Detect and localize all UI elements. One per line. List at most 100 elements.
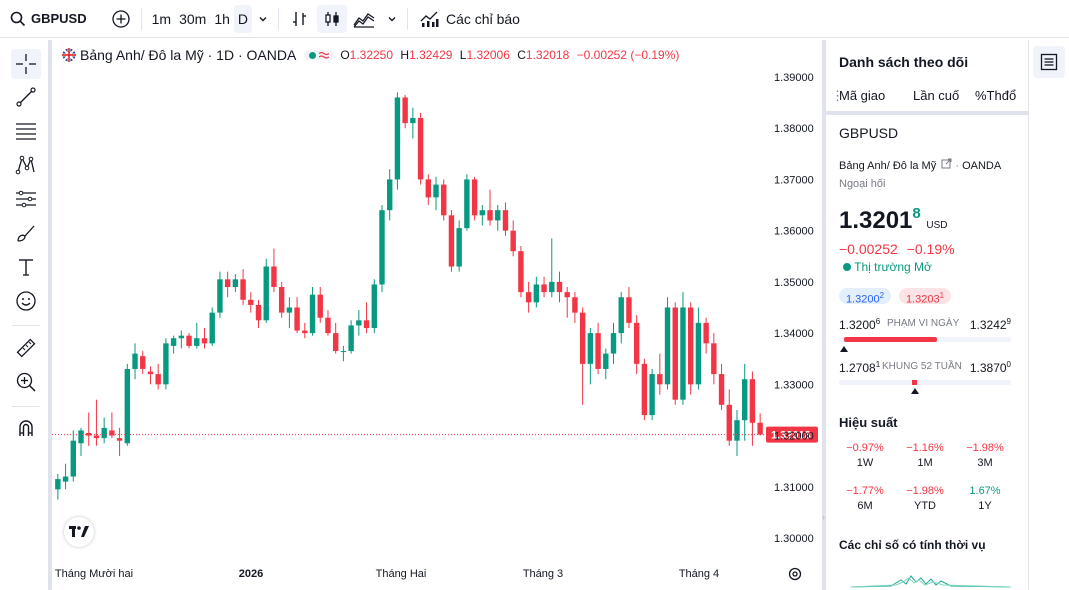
candle-body xyxy=(340,351,347,353)
interval-1d-button[interactable]: D xyxy=(233,4,253,33)
emoji-tool-button[interactable] xyxy=(11,286,41,316)
x-axis-tick-label: Tháng Hai xyxy=(376,568,427,580)
chart-pane[interactable]: 1.32018 1.39000 1.38000 1.37000 1.36000 1.35… xyxy=(52,40,822,590)
column-symbol[interactable]: Mã giao xyxy=(839,88,886,103)
bid-badge[interactable]: 1.32002 xyxy=(839,288,891,306)
chart-settings-button[interactable] xyxy=(787,566,803,582)
toolbar-divider xyxy=(140,7,142,30)
candle xyxy=(726,389,732,446)
candle xyxy=(742,363,748,441)
indicators-button[interactable]: Các chỉ báo xyxy=(412,0,526,38)
brush-tool-button[interactable] xyxy=(11,218,41,248)
gear-icon xyxy=(788,567,802,581)
chart-type-dropdown-button[interactable] xyxy=(381,0,403,38)
crosshair-tool-button[interactable] xyxy=(11,49,41,79)
area-chart-type-button[interactable] xyxy=(347,0,381,38)
panel-collapse-handle[interactable]: › xyxy=(822,512,825,522)
candle-body xyxy=(240,279,246,300)
column-last[interactable]: Lần cuố xyxy=(913,88,960,103)
performance-cell-1m[interactable]: −1.16% 1M xyxy=(896,442,954,469)
candle xyxy=(471,176,478,221)
seasonals-title[interactable]: Các chỉ số có tính thời vụ xyxy=(839,538,986,552)
performance-cell-ytd[interactable]: −1.98% YTD xyxy=(896,485,954,512)
candle-body xyxy=(448,215,455,267)
performance-period: 1M xyxy=(917,457,933,469)
candle-body xyxy=(78,430,84,444)
candle-body xyxy=(55,479,61,490)
magnet-icon xyxy=(19,420,33,436)
bar-chart-type-button[interactable] xyxy=(283,0,317,38)
market-open-dot-icon xyxy=(309,51,317,59)
candle-body xyxy=(170,338,177,346)
watchlist-toggle-button[interactable] xyxy=(1033,46,1065,78)
candle-body xyxy=(572,297,578,313)
candles-chart-type-button[interactable] xyxy=(317,4,348,33)
symbol-search-button[interactable]: GBPUSD xyxy=(0,0,93,38)
interval-1m-button[interactable]: 1m xyxy=(151,10,172,27)
forecasting-tool-button[interactable] xyxy=(11,184,41,214)
candle-body xyxy=(387,179,393,211)
candle xyxy=(325,310,331,336)
candle xyxy=(232,274,239,293)
column-change-pct[interactable]: %Thđổ xyxy=(975,88,1017,103)
candle xyxy=(757,413,763,436)
candle xyxy=(240,269,246,305)
interval-dropdown-button[interactable] xyxy=(252,0,274,38)
candle xyxy=(387,169,393,221)
ask-main: 1.3203 xyxy=(905,293,940,306)
performance-cell-3m[interactable]: −1.98% 3M xyxy=(956,442,1014,469)
close-label: C xyxy=(517,48,526,62)
candle-body xyxy=(541,284,547,293)
fib-retracement-tool-button[interactable] xyxy=(11,116,41,146)
trend-line-icon xyxy=(16,87,36,107)
details-name[interactable]: Bảng Anh/ Đô la Mỹ xyxy=(839,160,937,172)
performance-cell-1w[interactable]: −0.97% 1W xyxy=(836,442,894,469)
magnet-tool-button[interactable] xyxy=(11,413,41,443)
y-axis-tick-label: 1.31000 xyxy=(774,482,814,494)
measure-tool-button[interactable] xyxy=(11,333,41,363)
candle xyxy=(178,330,185,349)
zoom-in-tool-button[interactable] xyxy=(11,367,41,397)
details-exchange[interactable]: OANDA xyxy=(962,160,1002,172)
details-symbol[interactable]: GBPUSD xyxy=(839,125,899,141)
interval-1h-button[interactable]: 1h xyxy=(214,10,230,27)
pattern-tool-button[interactable] xyxy=(11,150,41,180)
candle-body xyxy=(718,374,725,405)
bid-sup: 2 xyxy=(879,291,885,300)
chart-symbol-title[interactable]: Bảng Anh/ Đô la Mỹ · 1D · OANDA xyxy=(80,47,297,63)
low-label: L xyxy=(459,48,467,62)
performance-cell-1y[interactable]: 1.67% 1Y xyxy=(956,485,1014,512)
text-icon xyxy=(19,259,33,276)
external-link-icon[interactable] xyxy=(941,158,952,169)
candle xyxy=(541,276,547,298)
day-range-label: PHẠM VI NGÀY xyxy=(887,318,960,329)
market-status-pill[interactable] xyxy=(304,50,335,60)
text-tool-button[interactable] xyxy=(11,252,41,282)
candle xyxy=(657,353,663,395)
y-axis-tick-label: 1.37000 xyxy=(774,174,814,186)
performance-title[interactable]: Hiệu suất xyxy=(839,415,898,430)
tool-divider xyxy=(12,325,40,326)
candle-body xyxy=(487,210,493,221)
candle xyxy=(572,292,578,323)
candle-body xyxy=(294,307,300,331)
price-chart[interactable]: 1.32018 1.39000 1.38000 1.37000 1.36000 1.35… xyxy=(52,40,822,590)
candle-body xyxy=(518,251,524,293)
column-drag-handle-icon[interactable]: ⋮ xyxy=(831,88,844,103)
interval-30m-button[interactable]: 30m xyxy=(179,10,207,27)
ruler-icon xyxy=(16,338,36,358)
candle xyxy=(749,371,756,446)
market-status[interactable]: Thị trường Mở xyxy=(843,260,932,274)
performance-cell-6m[interactable]: −1.77% 6M xyxy=(836,485,894,512)
candle-body xyxy=(633,322,640,364)
candle xyxy=(62,463,69,490)
trend-line-tool-button[interactable] xyxy=(11,82,41,112)
compare-symbol-button[interactable] xyxy=(105,0,137,38)
ask-badge[interactable]: 1.32031 xyxy=(899,288,951,306)
candle-body xyxy=(757,422,763,435)
candle xyxy=(641,358,648,421)
candle-body xyxy=(140,356,146,369)
day-high: 1.32429 xyxy=(969,317,1011,332)
tradingview-logo[interactable] xyxy=(64,517,94,547)
watchlist-title[interactable]: Danh sách theo dõi xyxy=(839,54,969,70)
